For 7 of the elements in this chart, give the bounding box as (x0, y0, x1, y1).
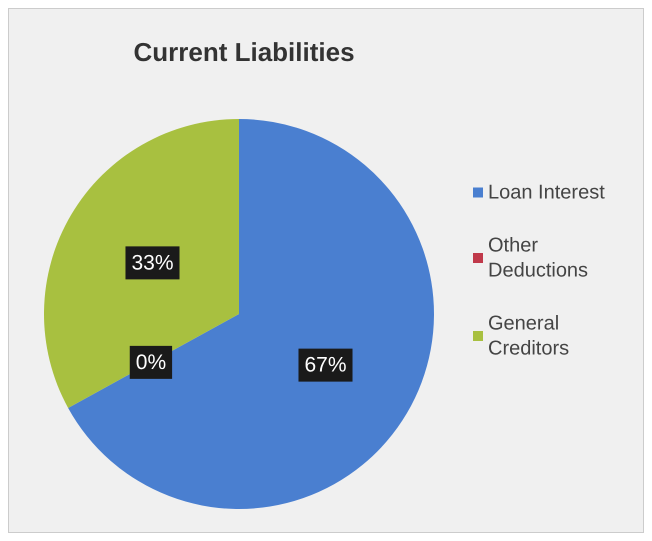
legend-label: Loan Interest (488, 182, 606, 204)
data-label: 33% (131, 251, 174, 274)
legend-label: Other Deductions (488, 234, 588, 282)
legend-label: General Creditors (488, 312, 570, 360)
data-label: 67% (304, 354, 347, 377)
text: 0% (136, 350, 166, 374)
chart-title: Current Liabilities (133, 37, 355, 67)
